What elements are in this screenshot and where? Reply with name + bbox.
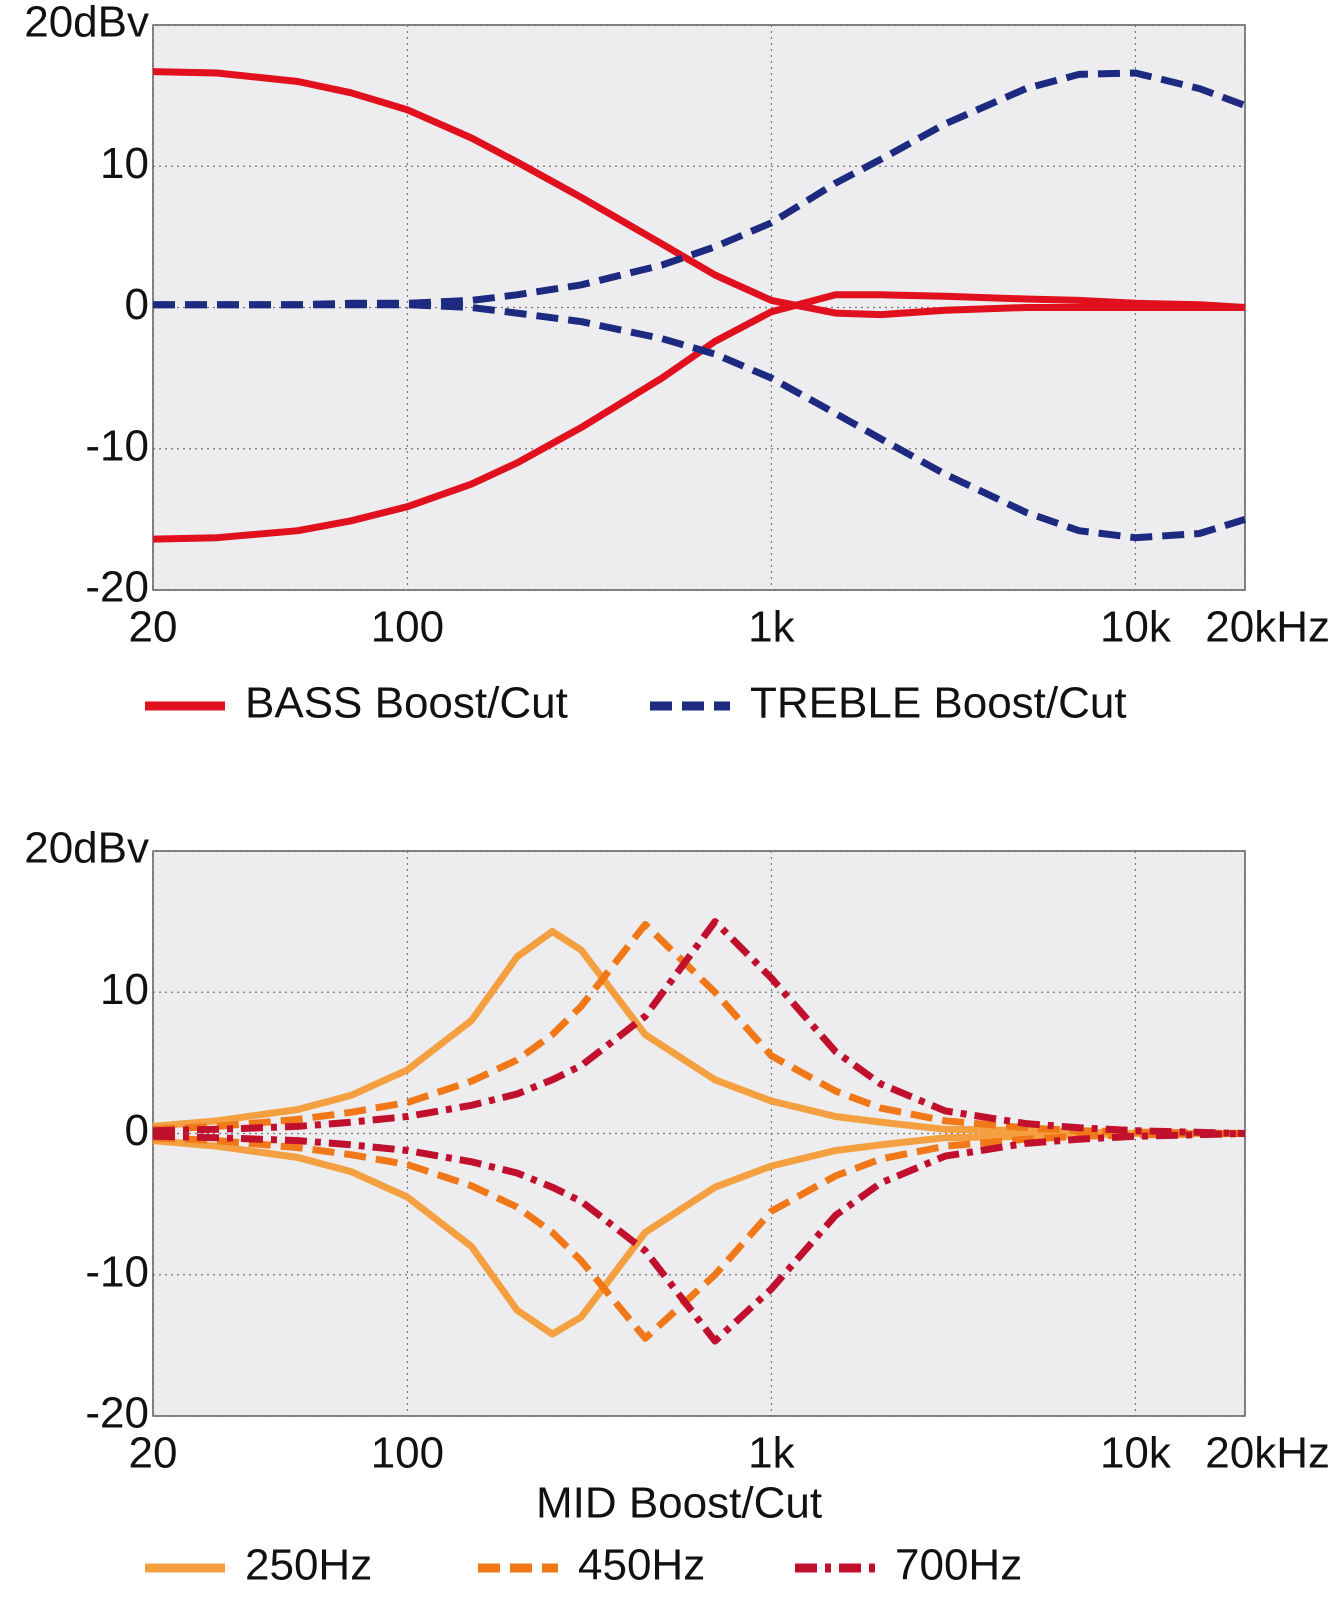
data-line (152, 1130, 1246, 1345)
y-tick-label: 0 (125, 1106, 149, 1155)
data-line (152, 918, 1246, 1137)
y-tick-label: 0 (125, 280, 149, 329)
y-tick-label: -20 (85, 563, 149, 612)
x-tick-label: 100 (371, 603, 444, 652)
x-tick-label: 1k (748, 603, 795, 652)
y-tick-label: 20dBv (24, 824, 149, 873)
data-line (153, 301, 1247, 542)
x-tick-label: 100 (371, 1429, 444, 1478)
x-tick-label: 20 (129, 1429, 178, 1478)
chart-title: MID Boost/Cut (536, 1479, 822, 1528)
legend-label: BASS Boost/Cut (245, 679, 568, 728)
x-tick-label: 20 (129, 603, 178, 652)
legend-label: TREBLE Boost/Cut (750, 679, 1127, 728)
data-line (152, 68, 1245, 319)
data-line (152, 291, 1246, 543)
y-tick-label: 20dBv (24, 0, 149, 47)
y-tick-label: -10 (85, 421, 149, 470)
x-tick-label: 20kHz (1205, 1429, 1330, 1478)
x-tick-label: 10k (1100, 1429, 1172, 1478)
y-tick-label: 10 (100, 965, 149, 1014)
y-tick-label: 10 (100, 139, 149, 188)
x-tick-label: 20kHz (1205, 603, 1330, 652)
legend-label: 450Hz (578, 1541, 705, 1590)
x-tick-label: 1k (748, 1429, 795, 1478)
y-tick-label: -10 (85, 1247, 149, 1296)
x-tick-label: 10k (1100, 603, 1172, 652)
legend-label: 250Hz (245, 1541, 372, 1590)
data-line (152, 921, 1246, 1137)
y-tick-label: -20 (85, 1389, 149, 1438)
legend-label: 700Hz (895, 1541, 1022, 1590)
data-line (152, 1130, 1246, 1342)
